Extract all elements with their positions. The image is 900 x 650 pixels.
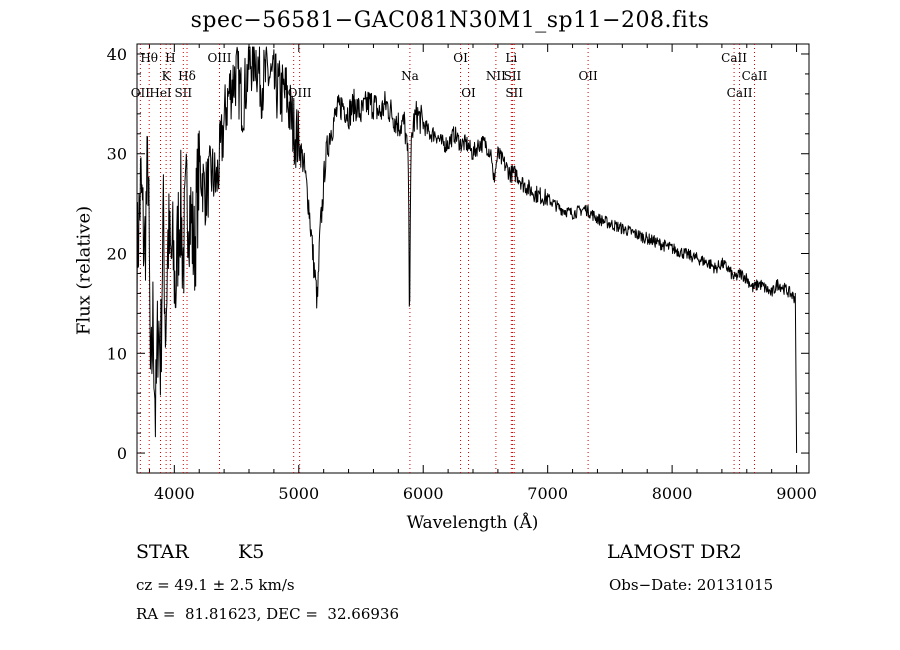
spectral-line-label: OII	[578, 69, 598, 83]
spectral-line-label: Hθ	[140, 51, 158, 65]
object-subclass: K5	[238, 541, 265, 563]
y-tick-label: 20	[107, 245, 127, 264]
y-axis-label: Flux (relative)	[73, 205, 95, 336]
plot-frame	[136, 43, 810, 474]
redshift-readout: cz = 49.1 ± 2.5 km/s	[136, 576, 295, 594]
spectral-line-label: OII	[131, 86, 151, 100]
spectral-line-label: OI	[461, 86, 476, 100]
spectral-line-label: H	[165, 51, 175, 65]
spectral-line-label: SII	[504, 69, 522, 83]
spectral-line-label: SII	[174, 86, 192, 100]
x-tick-label: 9000	[776, 484, 817, 503]
spectrum-line	[137, 46, 798, 454]
y-tick-label: 30	[107, 145, 127, 164]
x-tick-label: 4000	[154, 484, 195, 503]
survey-name: LAMOST DR2	[607, 541, 742, 563]
x-tick-label: 5000	[278, 484, 319, 503]
spectral-line-label: OI	[453, 51, 468, 65]
spectral-line-label: Hδ	[178, 69, 196, 83]
chart-title: spec−56581−GAC081N30M1_sp11−208.fits	[190, 8, 710, 33]
y-tick-label: 10	[107, 344, 127, 363]
x-tick-label: 8000	[652, 484, 693, 503]
spectral-line-label: HeI	[149, 86, 172, 100]
x-axis-label: Wavelength (Å)	[406, 513, 539, 533]
spectral-line-label: CaII	[721, 51, 747, 65]
x-tick-label: 7000	[527, 484, 568, 503]
spectral-line-label: OIII	[207, 51, 231, 65]
spectral-line-label: Na	[401, 69, 419, 83]
y-tick-label: 40	[107, 45, 127, 64]
spectral-line-label: SII	[505, 86, 523, 100]
spectral-line-label: NII	[486, 69, 506, 83]
object-class: STAR	[136, 541, 189, 563]
x-tick-label: 6000	[403, 484, 444, 503]
spectral-line-label: Li	[505, 51, 517, 65]
spectral-line-label: K	[162, 69, 172, 83]
y-tick-label: 0	[117, 444, 127, 463]
spectral-line-label: CaII	[742, 69, 768, 83]
spectral-line-label: OIII	[288, 86, 312, 100]
observation-date: Obs−Date: 20131015	[609, 576, 774, 594]
spectral-line-label: CaII	[727, 86, 753, 100]
coordinates-readout: RA = 81.81623, DEC = 32.66936	[136, 605, 400, 623]
